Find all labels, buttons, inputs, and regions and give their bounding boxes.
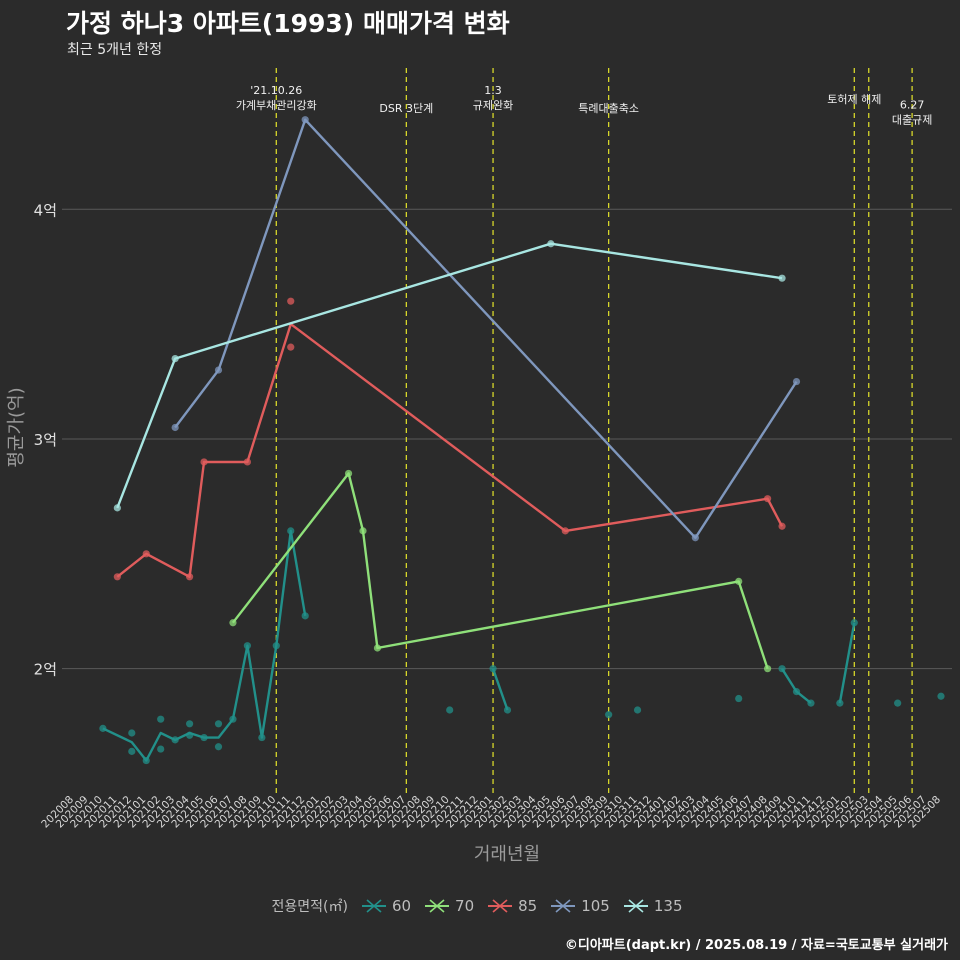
event-label: 특례대출축소 [578, 102, 639, 115]
data-point-70 [229, 619, 237, 627]
data-point-85 [778, 522, 786, 530]
data-point-60 [214, 720, 223, 728]
data-point-60 [735, 694, 743, 703]
legend-key-105 [551, 899, 576, 913]
data-point-105 [301, 116, 309, 124]
data-point-105 [792, 377, 801, 386]
data-point-85 [186, 573, 194, 581]
legend-label-135: 135 [653, 897, 683, 915]
y-tick-label: 3억 [34, 431, 57, 449]
legend: 전용면적(㎡) 60 70 85 105 135 [0, 896, 960, 916]
data-point-60 [200, 733, 208, 742]
series-line-60 [491, 668, 509, 711]
data-point-85 [287, 297, 295, 305]
legend-item-70: 70 [423, 897, 474, 915]
series-line-135 [116, 242, 783, 509]
data-point-60 [214, 743, 223, 751]
series-line-60 [780, 668, 812, 705]
x-axis-title: 거래년월 [474, 844, 540, 865]
y-tick-label: 4억 [34, 201, 57, 219]
legend-item-135: 135 [622, 897, 683, 915]
data-point-60 [605, 711, 613, 719]
data-point-85 [561, 527, 569, 535]
data-point-70 [735, 577, 743, 585]
y-tick-label: 2억 [34, 661, 57, 679]
data-point-60 [287, 527, 295, 535]
legend-item-85: 85 [486, 897, 537, 915]
data-point-60 [792, 688, 801, 696]
data-point-60 [633, 706, 642, 714]
event-label: DSR 3단계 [379, 102, 433, 115]
data-point-85 [243, 458, 251, 466]
series-line-70 [231, 472, 769, 670]
data-point-70 [344, 469, 353, 478]
legend-key-135 [623, 899, 648, 913]
data-point-85 [200, 458, 208, 466]
legend-label-105: 105 [581, 897, 610, 915]
data-point-60 [142, 756, 150, 765]
legend-label-60: 60 [391, 897, 412, 915]
event-label: '21.10.26 가계부채관리강화 [236, 84, 317, 112]
data-point-60 [301, 612, 309, 620]
series-line-85 [116, 322, 784, 578]
data-point-60 [258, 733, 266, 742]
data-point-135 [778, 274, 786, 282]
data-point-60 [186, 731, 194, 739]
data-point-60 [937, 692, 945, 700]
series-line-60 [102, 529, 307, 762]
data-point-60 [503, 706, 512, 714]
data-point-105 [691, 534, 699, 542]
data-point-85 [142, 550, 150, 558]
data-point-60 [99, 724, 107, 732]
chart-title: 가정 하나3 아파트(1993) 매매가격 변화 [66, 9, 510, 38]
data-point-60 [157, 715, 165, 723]
data-point-60 [894, 699, 902, 707]
legend-item-105: 105 [549, 897, 610, 915]
data-point-60 [157, 745, 165, 753]
data-point-105 [214, 366, 223, 374]
data-point-135 [547, 240, 555, 248]
legend-key-70 [425, 899, 450, 913]
event-label: 토허제 해제 [827, 92, 881, 106]
legend-label-85: 85 [518, 897, 538, 915]
legend-item-60: 60 [360, 897, 411, 915]
event-label: 1.3 규제완화 [473, 84, 513, 112]
data-point-60 [186, 720, 194, 728]
data-point-60 [229, 715, 237, 723]
data-point-135 [171, 354, 179, 363]
data-point-105 [171, 423, 179, 432]
data-point-60 [128, 729, 136, 737]
data-point-85 [287, 343, 295, 351]
legend-key-60 [361, 899, 386, 913]
series-line-105 [174, 118, 798, 539]
data-point-60 [272, 642, 280, 650]
series-line-60 [838, 622, 856, 704]
data-point-85 [764, 495, 772, 503]
data-point-135 [113, 504, 121, 512]
chart-subtitle: 최근 5개년 한정 [67, 42, 163, 58]
data-point-60 [171, 736, 179, 744]
data-point-60 [243, 642, 251, 650]
data-point-60 [128, 747, 136, 755]
data-point-60 [446, 706, 454, 714]
data-point-70 [359, 527, 367, 535]
data-point-60 [807, 699, 815, 707]
data-point-60 [850, 619, 858, 627]
credit-text: ©디아파트(dapt.kr) / 2025.08.19 / 자료=국토교통부 실… [564, 938, 948, 953]
data-point-60 [836, 699, 844, 707]
y-axis-title: 평균가(억) [6, 387, 27, 467]
event-label: 6.27 대출규제 [892, 98, 932, 126]
data-point-60 [778, 665, 786, 673]
data-point-85 [113, 573, 121, 581]
data-point-60 [489, 665, 497, 673]
legend-label-70: 70 [455, 897, 475, 915]
data-point-70 [764, 665, 772, 673]
data-point-70 [373, 644, 382, 652]
legend-title: 전용면적(㎡) [271, 899, 348, 915]
legend-key-85 [488, 899, 513, 913]
